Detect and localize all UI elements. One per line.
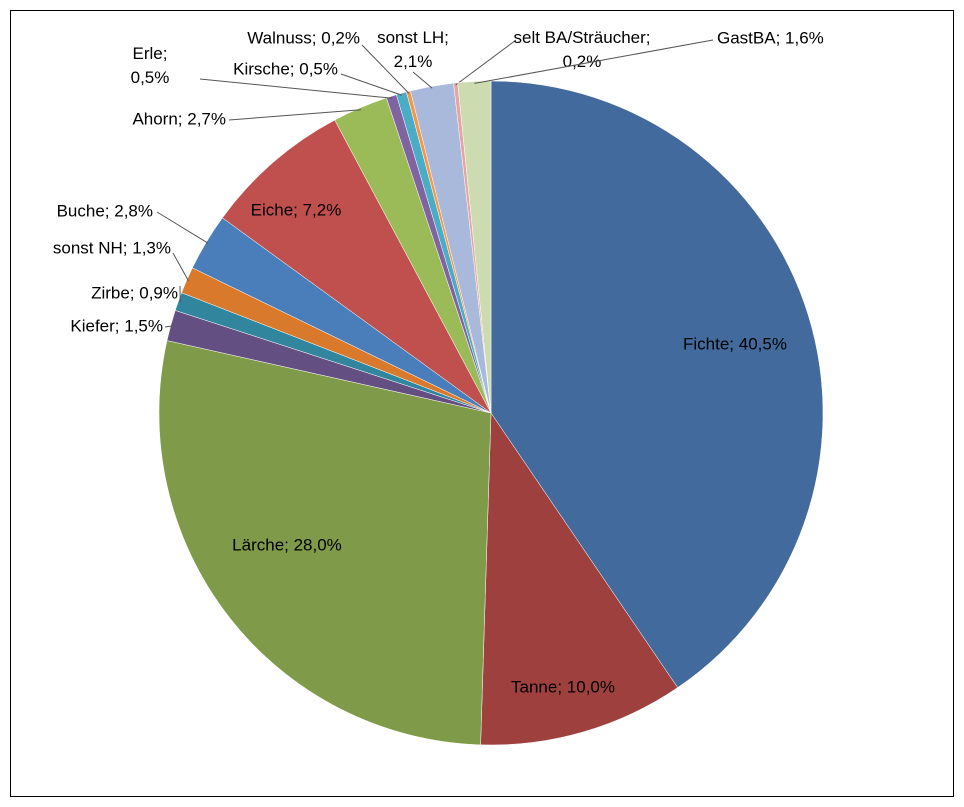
data-label: Kiefer; 1,5% (70, 316, 163, 335)
pie-slice (457, 80, 492, 414)
pie-slice (480, 412, 678, 746)
leader-line (340, 73, 403, 96)
leader-line (156, 211, 209, 244)
leader-line (199, 78, 393, 99)
data-label: sonst LH; 2,1% (377, 28, 449, 71)
data-label: Ahorn; 2,7% (132, 109, 226, 128)
data-label: selt BA/Sträucher; 0,2% (513, 28, 650, 71)
data-label: sonst NH; 1,3% (53, 238, 171, 257)
data-label: Tanne; 10,0% (511, 677, 615, 696)
data-label: Walnuss; 0,2% (247, 28, 360, 47)
leader-line (172, 252, 189, 282)
pie-slice (490, 80, 824, 688)
leader-line (164, 325, 173, 328)
leader-line (361, 44, 410, 94)
leader-line (228, 109, 361, 121)
data-label: Kirsche; 0,5% (233, 59, 338, 78)
pie-slice (222, 119, 492, 414)
leader-line (455, 39, 517, 86)
data-label: Fichte; 40,5% (683, 334, 787, 353)
data-label: Erle; 0,5% (131, 44, 170, 87)
data-label: Eiche; 7,2% (251, 200, 342, 219)
pie-slice (158, 340, 492, 746)
data-label: Zirbe; 0,9% (91, 283, 178, 302)
leader-line (474, 39, 714, 84)
leader-line (412, 71, 433, 89)
data-label: GastBA; 1,6% (717, 28, 824, 47)
data-label: Buche; 2,8% (57, 201, 153, 220)
data-label: Lärche; 28,0% (232, 535, 342, 554)
